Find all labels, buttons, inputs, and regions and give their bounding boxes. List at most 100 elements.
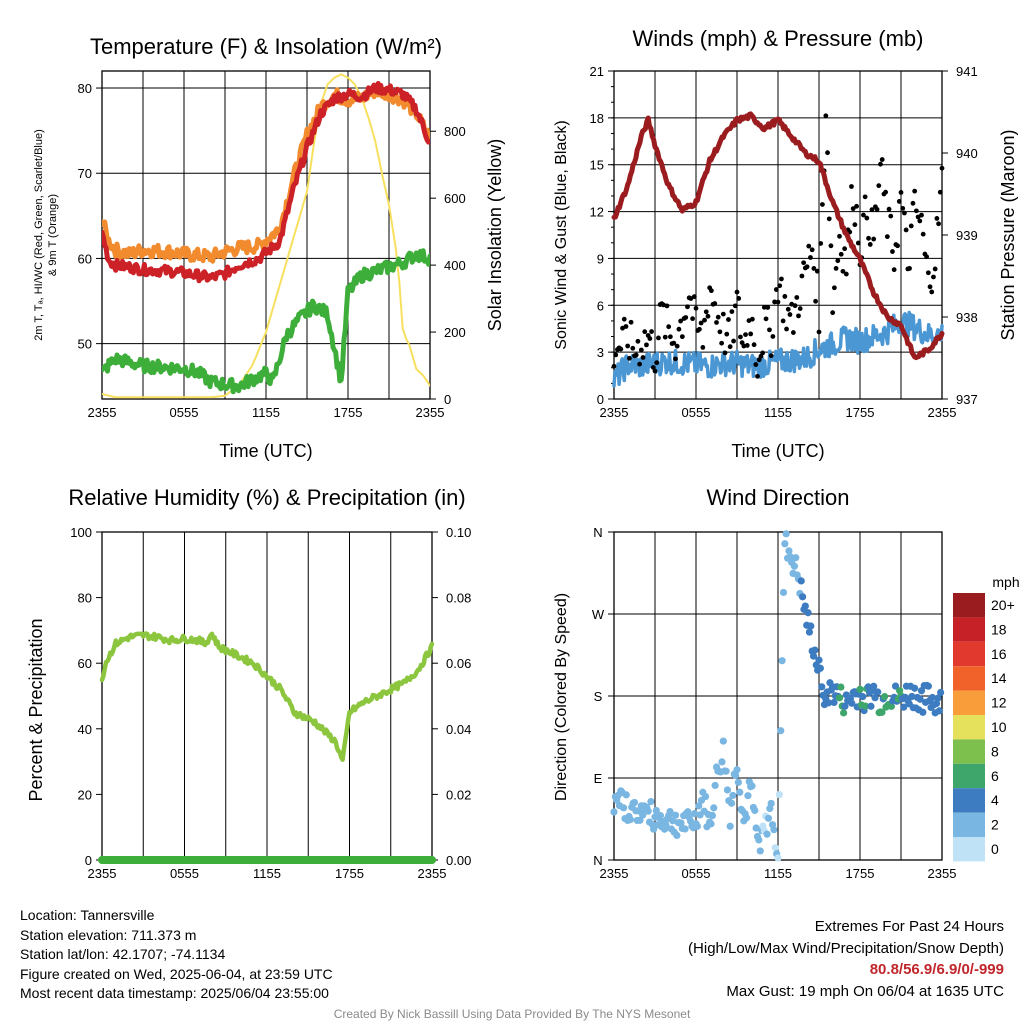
gust-point	[626, 355, 632, 361]
y-axis-label: Sonic Wind & Gust (Blue, Black)	[553, 120, 570, 349]
colorbar-swatch	[953, 739, 985, 764]
gust-point	[664, 303, 670, 309]
gust-point	[772, 299, 777, 305]
gust-point	[647, 336, 653, 341]
gust-point	[753, 362, 759, 367]
direction-point	[626, 816, 635, 824]
y-tick-label-right: 400	[444, 258, 466, 273]
gust-point	[833, 265, 839, 271]
gust-point	[770, 334, 776, 339]
gust-point	[738, 334, 743, 340]
gust-point	[613, 352, 619, 358]
direction-point	[824, 699, 833, 707]
latlon-text: Station lat/lon: 42.1707; -74.1134	[20, 946, 226, 962]
direction-point	[722, 767, 730, 775]
gust-point	[937, 189, 943, 195]
direction-point	[840, 709, 848, 717]
direction-point	[900, 703, 908, 711]
gust-point	[903, 227, 909, 233]
station-info: Location: Tannersville Station elevation…	[20, 906, 333, 1004]
gust-point	[767, 327, 772, 333]
gust-point	[654, 360, 660, 366]
gust-point	[849, 184, 854, 189]
created-text: Figure created on Wed, 2025-06-04, at 23…	[20, 965, 333, 982]
gust-point	[912, 188, 918, 194]
gust-point	[794, 295, 800, 300]
y-axis-label: Percent & Precipitation	[26, 618, 46, 801]
direction-point	[751, 806, 759, 815]
direction-point	[859, 693, 867, 701]
gust-point	[623, 324, 629, 329]
series-wind-line	[612, 310, 944, 388]
gust-point	[837, 233, 842, 239]
gust-point	[650, 365, 656, 370]
gust-point	[900, 205, 906, 211]
direction-point	[792, 554, 800, 562]
gust-point	[751, 342, 757, 348]
y-tick-label-right: 940	[956, 146, 978, 161]
gust-point	[876, 183, 882, 189]
gust-point	[768, 353, 774, 359]
direction-point	[691, 809, 699, 818]
gust-point	[931, 274, 936, 280]
gust-point	[618, 346, 624, 352]
direction-point	[809, 652, 818, 660]
direction-point	[734, 778, 742, 786]
gust-point	[806, 243, 812, 249]
gust-point	[763, 316, 769, 322]
gust-point	[809, 247, 815, 253]
y-tick-label: 15	[590, 158, 604, 173]
direction-point	[770, 826, 778, 834]
x-axis-label: Time (UTC)	[219, 441, 312, 461]
direction-point	[656, 811, 665, 820]
direction-point	[671, 811, 680, 819]
gust-point	[826, 216, 832, 222]
direction-point	[733, 766, 741, 774]
gust-point	[715, 314, 721, 320]
direction-point	[835, 694, 844, 702]
direction-point	[804, 609, 812, 617]
direction-point	[878, 708, 886, 716]
gust-point	[831, 285, 837, 291]
gust-point	[734, 289, 740, 295]
gust-point	[633, 352, 639, 358]
direction-point	[837, 683, 845, 691]
gust-point	[813, 298, 818, 304]
gust-point	[867, 242, 873, 247]
direction-point	[695, 802, 703, 810]
gust-point	[625, 343, 631, 349]
gust-point	[862, 194, 868, 200]
direction-point	[708, 811, 717, 820]
y-tick-label: E	[594, 771, 603, 786]
gust-point	[780, 318, 786, 324]
gust-point	[801, 260, 807, 266]
series-pressure-line	[611, 111, 945, 361]
direction-point	[756, 847, 764, 855]
y-tick-label-right: 937	[956, 392, 978, 407]
y-tick-label-right: 939	[956, 228, 978, 243]
gust-point	[667, 334, 673, 340]
x-tick-label: 2355	[88, 405, 117, 420]
x-tick-label: 1155	[764, 405, 792, 420]
direction-point	[662, 821, 670, 829]
gust-point	[731, 338, 736, 344]
colorbar-label: 6	[991, 768, 999, 784]
direction-point	[652, 806, 660, 815]
gust-point	[765, 305, 771, 310]
chart-title: Relative Humidity (%) & Precipitation (i…	[68, 485, 465, 510]
gust-point	[743, 332, 748, 338]
gust-point	[685, 304, 690, 310]
x-tick-label: 2355	[600, 866, 629, 881]
y-axis-label: 2m T, Tₐ, HI/WC (Red, Green, Scarlet/Blu…	[33, 129, 45, 341]
x-tick-label: 2355	[416, 405, 445, 420]
gust-point	[835, 258, 841, 264]
x-tick-label: 2355	[418, 866, 447, 881]
colorbar-label: 16	[991, 646, 1007, 662]
direction-point	[887, 702, 896, 710]
gust-point	[828, 243, 834, 249]
gust-point	[787, 312, 793, 317]
gust-point	[673, 356, 678, 362]
direction-point	[870, 682, 878, 690]
chart-title: Wind Direction	[706, 485, 849, 510]
